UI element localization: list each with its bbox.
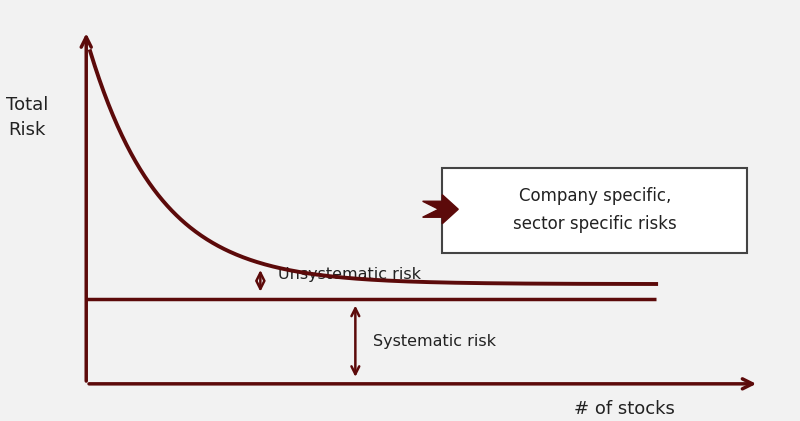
Text: Total
Risk: Total Risk (6, 96, 48, 139)
Text: # of stocks: # of stocks (574, 400, 675, 418)
Polygon shape (422, 195, 458, 224)
Text: Systematic risk: Systematic risk (373, 334, 496, 349)
Text: Unsystematic risk: Unsystematic risk (278, 267, 421, 282)
Text: Company specific,
sector specific risks: Company specific, sector specific risks (513, 187, 677, 233)
FancyBboxPatch shape (442, 168, 747, 253)
